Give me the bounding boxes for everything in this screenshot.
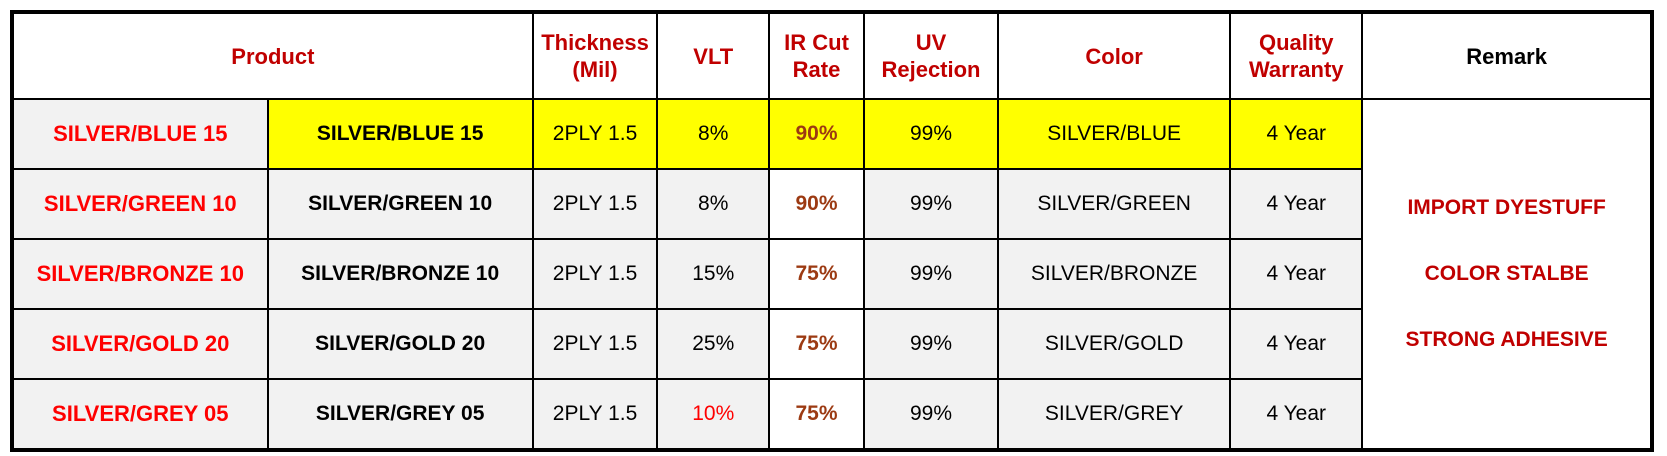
warranty-cell: 4 Year: [1229, 168, 1364, 240]
warranty-cell: 4 Year: [1229, 308, 1364, 380]
ir-cell: 90%: [768, 168, 865, 240]
product-model: SILVER/GREY 05: [266, 378, 534, 451]
uv-cell: 99%: [862, 98, 1000, 170]
table-row: SILVER/BLUE 15 SILVER/BLUE 15 2PLY 1.5 8…: [11, 98, 1653, 451]
remark-line: IMPORT DYESTUFF: [1407, 196, 1606, 219]
header-warranty-line2: Warranty: [1248, 57, 1344, 82]
color-cell: SILVER/GOLD: [997, 308, 1232, 380]
thickness-cell: 2PLY 1.5: [531, 308, 659, 380]
color-cell: SILVER/BLUE: [997, 98, 1232, 170]
ir-cell: 90%: [768, 98, 865, 170]
color-cell: SILVER/GREEN: [997, 168, 1232, 240]
remark-cell: IMPORT DYESTUFF COLOR STALBE STRONG ADHE…: [1361, 98, 1653, 451]
thickness-cell: 2PLY 1.5: [531, 168, 659, 240]
table-row: SILVER/GREEN 10 SILVER/GREEN 10 2PLY 1.5…: [11, 168, 1652, 240]
header-color: Color: [997, 11, 1232, 100]
header-ir-line2: Rate: [792, 57, 841, 82]
header-ir-line1: IR Cut: [784, 30, 849, 55]
thickness-cell: 2PLY 1.5: [531, 238, 659, 310]
header-vlt: VLT: [656, 11, 771, 100]
warranty-cell: 4 Year: [1229, 378, 1364, 451]
remark-line: COLOR STALBE: [1424, 262, 1589, 285]
uv-cell: 99%: [862, 168, 1000, 240]
remark-line: [1364, 373, 1650, 439]
product-name: SILVER/GREY 05: [11, 378, 269, 451]
header-row: Product Thickness (Mil) VLT IR Cut Rate UV…: [11, 11, 1653, 100]
product-spec-table: Product Thickness (Mil) VLT IR Cut Rate UV…: [10, 10, 1654, 452]
product-model: SILVER/GREEN 10: [266, 168, 534, 240]
product-model: SILVER/BLUE 15: [266, 98, 534, 170]
table-row: SILVER/GOLD 20 SILVER/GOLD 20 2PLY 1.5 2…: [11, 308, 1652, 380]
header-uv: UV Rejection: [862, 11, 1000, 100]
ir-cell: 75%: [768, 308, 865, 380]
header-product: Product: [11, 11, 534, 100]
uv-cell: 99%: [862, 378, 1000, 451]
product-model: SILVER/GOLD 20: [266, 308, 534, 380]
uv-cell: 99%: [862, 238, 1000, 310]
vlt-cell: 8%: [656, 98, 771, 170]
thickness-cell: 2PLY 1.5: [531, 378, 659, 451]
remark-line: [1364, 109, 1650, 175]
vlt-cell: 15%: [656, 238, 771, 310]
header-ir: IR Cut Rate: [768, 11, 865, 100]
header-thickness-line1: Thickness: [541, 30, 649, 55]
ir-cell: 75%: [768, 238, 865, 310]
table-row: SILVER/GREY 05 SILVER/GREY 05 2PLY 1.5 1…: [11, 378, 1652, 451]
product-name: SILVER/BRONZE 10: [11, 238, 269, 310]
product-name: SILVER/GREEN 10: [11, 168, 269, 240]
warranty-cell: 4 Year: [1229, 238, 1364, 310]
thickness-cell: 2PLY 1.5: [531, 98, 659, 170]
header-warranty: Quality Warranty: [1229, 11, 1364, 100]
uv-cell: 99%: [862, 308, 1000, 380]
vlt-cell: 25%: [656, 308, 771, 380]
product-name: SILVER/GOLD 20: [11, 308, 269, 380]
header-uv-line2: Rejection: [881, 57, 981, 82]
product-name: SILVER/BLUE 15: [11, 98, 269, 170]
header-remark: Remark: [1361, 11, 1653, 100]
header-thickness-line2: (Mil): [572, 57, 618, 82]
header-thickness: Thickness (Mil): [531, 11, 659, 100]
header-warranty-line1: Quality: [1258, 30, 1334, 55]
warranty-cell: 4 Year: [1229, 98, 1364, 170]
product-model: SILVER/BRONZE 10: [266, 238, 534, 310]
header-uv-line1: UV: [915, 30, 947, 55]
ir-cell: 75%: [768, 378, 865, 451]
vlt-cell: 10%: [656, 378, 771, 451]
color-cell: SILVER/GREY: [997, 378, 1232, 451]
color-cell: SILVER/BRONZE: [997, 238, 1232, 310]
remark-line: STRONG ADHESIVE: [1405, 328, 1608, 351]
table-row: SILVER/BRONZE 10 SILVER/BRONZE 10 2PLY 1…: [11, 238, 1652, 310]
vlt-cell: 8%: [656, 168, 771, 240]
